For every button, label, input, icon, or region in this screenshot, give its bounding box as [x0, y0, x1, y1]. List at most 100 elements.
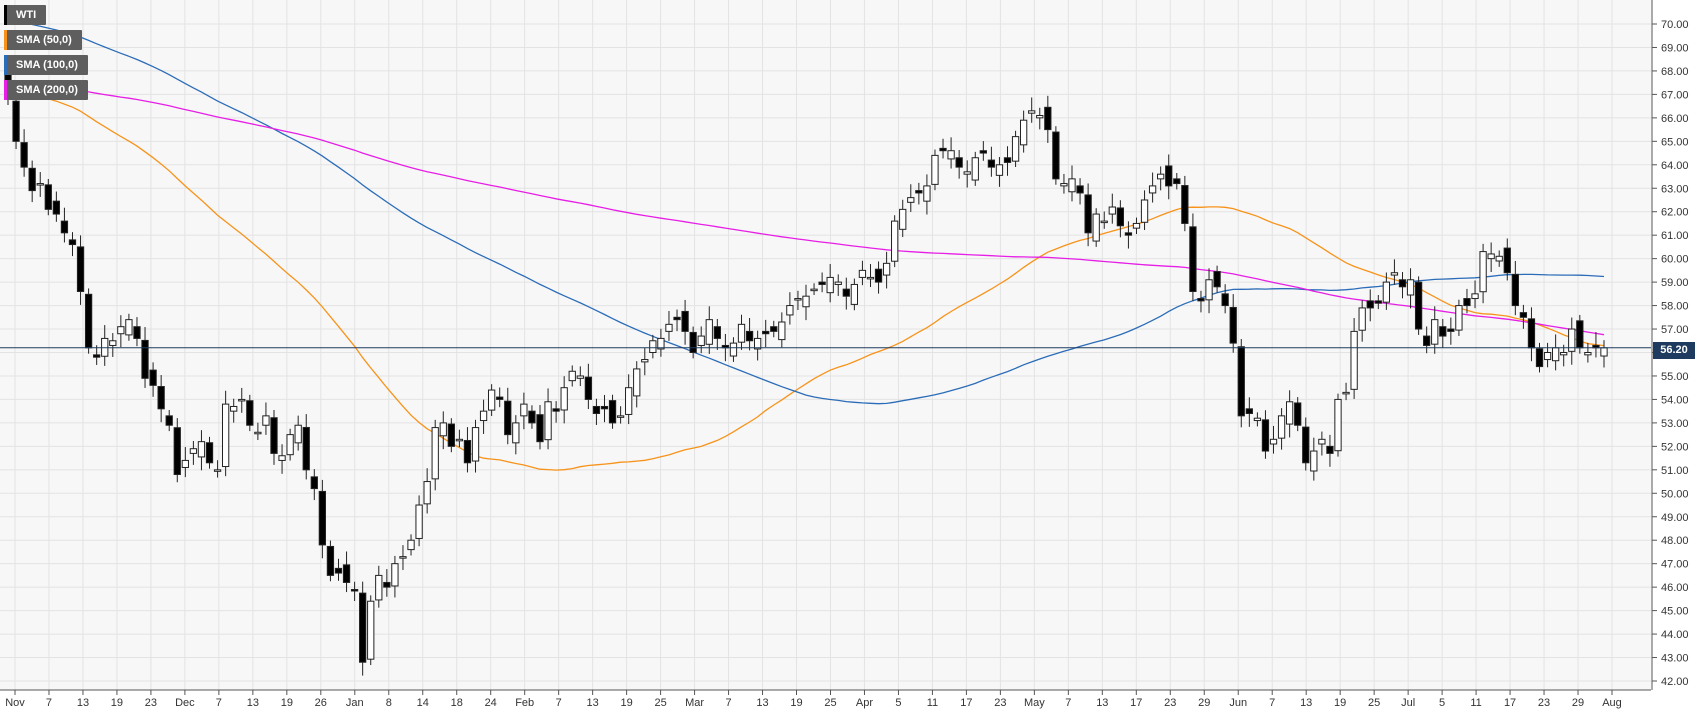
candle-down: [987, 159, 996, 168]
legend-item: SMA (100,0): [4, 55, 88, 75]
x-tick-label: 17: [1130, 697, 1142, 709]
candle-down: [1414, 281, 1423, 330]
candle-up: [1253, 417, 1262, 422]
candle-up: [1036, 115, 1044, 119]
candle-down: [1261, 419, 1270, 452]
x-tick-label: Aug: [1602, 697, 1622, 709]
x-tick-label: 19: [1334, 697, 1346, 709]
candle-up: [1060, 183, 1068, 187]
candle-up: [794, 298, 802, 301]
candle-up: [923, 185, 931, 202]
candle-down: [342, 564, 351, 583]
candle-down: [496, 396, 504, 400]
x-tick-label: 17: [1504, 697, 1516, 709]
candle-down: [1221, 293, 1229, 307]
candle-up: [1406, 279, 1415, 296]
candle-down: [383, 581, 391, 588]
candle-up: [1285, 401, 1294, 425]
candle-down: [842, 288, 850, 297]
x-tick-label: 13: [77, 697, 89, 709]
candle-down: [504, 400, 512, 436]
candle-down: [270, 417, 278, 454]
candle-down: [915, 190, 923, 194]
candle-up: [471, 427, 480, 462]
y-tick-label: 70.00: [1661, 19, 1689, 31]
candle-down: [334, 567, 343, 574]
candle-up: [737, 323, 746, 343]
sma-50-line: [7, 89, 1605, 471]
candle-down: [326, 545, 335, 576]
candle-up: [995, 164, 1004, 176]
x-tick-label: 29: [1572, 697, 1584, 709]
y-tick-label: 47.00: [1661, 559, 1689, 571]
y-tick-label: 63.00: [1661, 183, 1689, 195]
candle-up: [109, 340, 117, 346]
candle-up: [1584, 352, 1592, 356]
candle-up: [810, 288, 818, 292]
x-tick-label: 13: [587, 697, 599, 709]
candle-down: [1197, 298, 1205, 302]
candle-up: [1471, 293, 1479, 300]
candle-up: [117, 326, 125, 335]
candle-up: [367, 600, 375, 660]
candle-down: [1124, 232, 1133, 236]
legend-label: SMA (50,0): [16, 34, 72, 46]
candle-up: [1487, 253, 1495, 260]
x-tick-label: Feb: [515, 697, 534, 709]
y-tick-label: 67.00: [1661, 89, 1689, 101]
candle-up: [907, 197, 915, 203]
x-tick-label: 7: [216, 697, 222, 709]
candle-up: [1543, 352, 1552, 361]
candle-down: [310, 476, 318, 490]
sma-200-line: [7, 84, 1605, 336]
candle-down: [1519, 312, 1528, 318]
x-tick-label: 23: [994, 697, 1006, 709]
candle-down: [447, 423, 455, 447]
candle-up: [729, 342, 738, 357]
x-tick-label: Jun: [1229, 697, 1247, 709]
y-tick-label: 59.00: [1661, 277, 1689, 289]
x-tick-label: May: [1024, 697, 1045, 709]
candle-down: [681, 310, 689, 332]
candle-up: [278, 455, 286, 461]
candle-up: [1479, 251, 1487, 293]
candle-up: [36, 183, 44, 186]
candle-down: [1213, 271, 1221, 288]
legend-item: SMA (200,0): [4, 80, 88, 100]
x-tick-label: 17: [960, 697, 972, 709]
candle-up: [633, 368, 641, 397]
candle-down: [60, 220, 69, 234]
candle-up: [971, 157, 979, 181]
y-tick-label: 58.00: [1661, 301, 1689, 313]
candlesticks: [4, 65, 1608, 676]
candle-up: [1390, 272, 1399, 276]
candle-up: [254, 431, 262, 435]
legend-swatch: [4, 5, 7, 25]
candle-down: [302, 426, 310, 471]
y-tick-label: 65.00: [1661, 136, 1689, 148]
candle-down: [608, 400, 617, 424]
candle-down: [1116, 207, 1125, 227]
candle-up: [866, 276, 875, 280]
candle-up: [1269, 438, 1278, 445]
candle-down: [93, 354, 101, 358]
candle-down: [1084, 194, 1092, 234]
x-tick-label: 19: [111, 697, 123, 709]
candle-up: [1028, 110, 1036, 114]
candle-down: [939, 147, 947, 152]
candle-down: [745, 330, 754, 342]
candle-down: [600, 405, 609, 410]
candle-up: [512, 422, 520, 444]
x-tick-label: 13: [1096, 697, 1108, 709]
candle-up: [439, 422, 447, 437]
x-tick-label: 26: [315, 697, 327, 709]
legend-swatch: [4, 80, 7, 100]
x-tick-label: 29: [1198, 697, 1210, 709]
legend-label: SMA (200,0): [16, 84, 78, 96]
candle-down: [713, 326, 721, 339]
candle-down: [1165, 165, 1173, 187]
candle-up: [1600, 347, 1608, 357]
x-tick-label: 7: [46, 697, 52, 709]
legend-label: WTI: [16, 9, 37, 21]
y-tick-label: 45.00: [1661, 606, 1689, 618]
